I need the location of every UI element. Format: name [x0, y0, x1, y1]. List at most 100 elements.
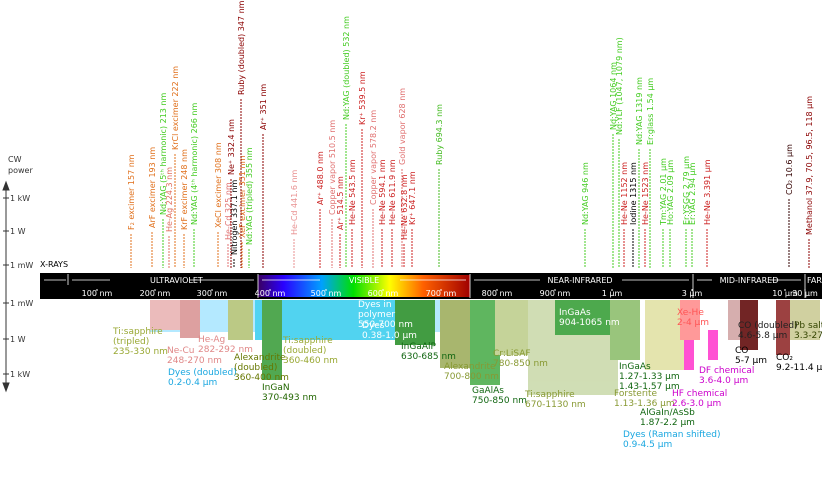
laser-line-label: Er:glass 1.54 μm: [646, 78, 655, 145]
laser-line-label: He-Ne 632.8 nm: [400, 174, 409, 240]
laser-line-label: Kr⁺ 647.1 nm: [408, 171, 417, 225]
laser-band-label: Dyes (Raman shifted): [623, 430, 720, 440]
tick-label: 700 nm: [426, 289, 457, 298]
visible-spectrum: [258, 275, 470, 297]
laser-band-label: 670-1130 nm: [525, 400, 586, 410]
laser-band-label: 2.6-3.0 μm: [672, 399, 721, 409]
laser-line-label: XeF excimer 351 nm: [238, 155, 247, 238]
laser-line-label: Nd:YAG 1064 nm: [609, 62, 618, 130]
laser-band-label: 3.3-27: [794, 331, 822, 341]
laser-band-label: 0.2-0.4 μm: [168, 378, 217, 388]
tick-label: 300 nm: [197, 289, 228, 298]
xrays-label: X-RAYS: [40, 260, 68, 269]
band-label: VISIBLE: [349, 276, 379, 285]
laser-band-label: Pb salt: [794, 321, 822, 331]
laser-band-label: (doubled): [234, 363, 277, 373]
laser-band-label: 904-1065 nm: [559, 318, 620, 328]
laser-line-label: KrCl excimer 222 nm: [171, 66, 180, 150]
laser-band-label: Ti:sapphire: [524, 390, 575, 400]
laser-band-label: 360-400 nm: [234, 373, 289, 383]
laser-band-label: 2-4 μm: [677, 318, 709, 328]
laser-line-label: He-Cd 441.6 nm: [290, 169, 299, 235]
axis-title: CW: [8, 155, 22, 164]
band-label: NEAR-INFRARED: [547, 276, 612, 285]
laser-line-label: Nd:YLF (1047, 1079 nm): [615, 37, 624, 135]
laser-band-label: CO (doubled): [738, 321, 798, 331]
tick-label: 800 nm: [482, 289, 513, 298]
laser-line-label: Tm:YAG 2.01 μm: [659, 158, 668, 226]
laser-line-label: Gold vapor 628 nm: [398, 88, 407, 165]
laser-line-label: Ar⁺ 514.5 nm: [336, 176, 345, 230]
axis-title: power: [8, 166, 33, 175]
laser-band-label: Alexandrite: [234, 353, 286, 363]
laser-band-label: CO: [735, 346, 748, 356]
laser-line-label: He-Ne 594.1 nm: [378, 159, 387, 225]
laser-band-label: 700-800 nm: [444, 372, 499, 382]
power-label: 1 mW: [10, 261, 33, 270]
laser-band-label: polymer: [358, 310, 395, 320]
laser-line-label: He-Ne 3.391 μm: [703, 159, 712, 225]
laser-line-label: Copper vapor 510.5 nm: [328, 120, 337, 215]
laser-band-label: 3.6-4.0 μm: [699, 376, 748, 386]
laser-line-label: He-Ne 543.5 nm: [348, 159, 357, 225]
laser-band-label: Cr:LiSAF: [493, 349, 531, 359]
laser-line-label: Nd:YAG 1319 nm: [635, 77, 644, 145]
laser-band-label: Ti:sapphire: [282, 336, 333, 346]
laser-band-label: 1.43-1.57 μm: [619, 382, 680, 392]
laser-band-label: AlGaIn/AsSb: [640, 408, 695, 418]
laser-line-label: He-Ne 611.9 nm: [388, 159, 397, 225]
band-ranges: [150, 300, 820, 395]
laser-band-label: 750-850 nm: [472, 396, 527, 406]
tick-label: 30 μm: [792, 289, 818, 298]
laser-band-label: Ne-Cu: [167, 346, 195, 356]
band-label: MID-INFRARED: [720, 276, 779, 285]
laser-line-label: Ar⁺ 351 nm: [259, 84, 268, 130]
tick-label: 100 nm: [82, 289, 113, 298]
laser-line-label: He-Cd 325 nm: [224, 182, 233, 240]
laser-band-label: He-Ag: [198, 335, 225, 345]
laser-band-label: 630-685 nm: [401, 352, 456, 362]
laser-band-label: 360-460 nm: [283, 356, 338, 366]
laser-line-label: Copper vapor 578.2 nm: [369, 110, 378, 205]
laser-band-label: DF chemical: [699, 366, 754, 376]
power-label: 1 kW: [10, 194, 30, 203]
laser-band-label: 780-850 nm: [493, 359, 548, 369]
laser-band-label: 9.2-11.4 μm: [776, 363, 822, 373]
laser-line-label: F₂ excimer 157 nm: [127, 154, 136, 230]
laser-band-label: (doubled): [283, 346, 326, 356]
laser-band-label: 1.13-1.36 μm: [614, 399, 675, 409]
laser-line-label: Iodine 1315 nm: [629, 162, 638, 225]
laser-band-label: (tripled): [113, 337, 149, 347]
laser-band-label: Forsterite: [614, 389, 658, 399]
tick-label: 600 nm: [368, 289, 399, 298]
laser-band-label: Ti:sapphire: [112, 327, 163, 337]
laser-line-label: CO₂ 10.6 μm: [785, 144, 794, 195]
laser-line-label: KrF excimer 248 nm: [180, 149, 189, 230]
power-label: 1 mW: [10, 299, 33, 308]
laser-line-label: Ho:YAG 2.09 μm: [666, 160, 675, 225]
laser-band-label: InGaAs: [559, 308, 591, 318]
laser-band-label: InGaAlP: [401, 342, 437, 352]
laser-line-label: Nitrogen 337.1 nm: [230, 180, 239, 255]
laser-band-label: GaAlAs: [472, 386, 504, 396]
laser-line-label: Ruby (doubled) 347 nm: [237, 0, 246, 95]
laser-line-label: Nd:YAG (doubled) 532 nm: [342, 16, 351, 120]
power-label: 1 kW: [10, 370, 30, 379]
tick-label: 200 nm: [140, 289, 171, 298]
laser-band-label: Dyes: [362, 321, 385, 331]
laser-band-label: 1.87-2.2 μm: [640, 418, 695, 428]
laser-line-label: Nd:YAG (5ᵗʰ harmonic) 213 nm: [159, 93, 168, 215]
laser-line-label: Methanol 37.9, 70.5, 96.5, 118 μm: [805, 96, 814, 235]
tick-label: 1 μm: [602, 289, 623, 298]
laser-band-label: CO₂: [776, 353, 793, 363]
laser-band-label: Alexandrite: [444, 362, 496, 372]
laser-band-label: Dyes (doubled): [168, 368, 237, 378]
laser-line-label: Ar⁺ 488.0 nm: [316, 151, 325, 205]
laser-band-label: 282-292 nm: [198, 345, 253, 355]
laser-band-label: HF chemical: [672, 389, 727, 399]
power-label: 1 W: [10, 335, 26, 344]
laser-band-label: 235-330 nm: [113, 347, 168, 357]
laser-band-label: 5-7 μm: [735, 356, 767, 366]
band-label: ULTRAVIOLET: [150, 276, 203, 285]
laser-line-label: Nd:YAG (4ᵗʰ harmonic) 266 nm: [190, 103, 199, 225]
